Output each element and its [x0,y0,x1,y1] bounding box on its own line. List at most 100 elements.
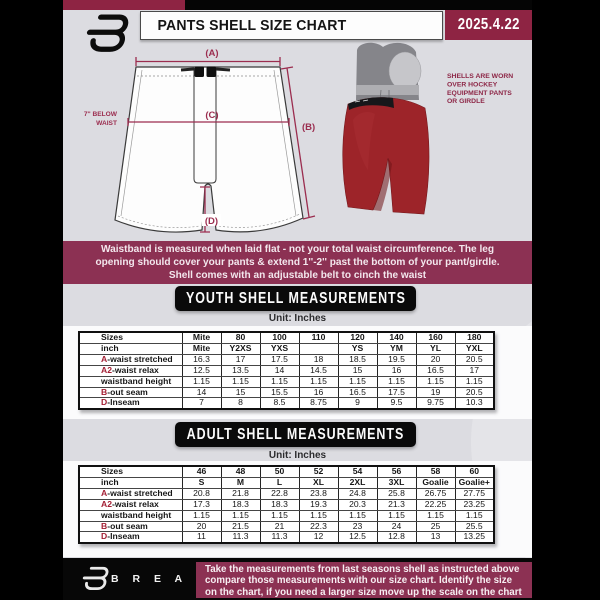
pants-belt-band [356,85,419,95]
table-cell: 14 [259,364,300,377]
table-cell: 9.75 [415,397,456,410]
youth-section-banner: YOUTH SHELL MEASUREMENTS [175,286,416,311]
table-cell: 16 [376,364,417,377]
table-cell: YXL [454,342,495,355]
table-cell: L [259,476,300,489]
youth-unit-label: Unit: Inches [268,313,327,324]
row-label-prefix: A [101,488,108,498]
measure-line-b [280,66,316,220]
shell-highlight [353,112,375,170]
table-cell: 15.5 [259,386,300,399]
table-row: A-waist stretched 16.3 17 17.5 18 18.5 19.5 20 2… [78,353,495,366]
table-row: Sizes 46 48 50 52 54 56 58 60 [78,465,495,478]
table-cell: 19.5 [376,353,417,366]
table-cell: S [181,476,222,489]
table-cell: 23.8 [298,487,339,500]
table-cell: 10.3 [454,397,495,410]
table-cell: 1.15 [220,509,261,522]
shorts-measurement-diagram: (A) (C) (B) (D) 7'' BELOW WAIST [84,42,513,233]
table-row: A2-waist relax 12.5 13.5 14 14.5 15 16 16.5 17 [78,364,495,377]
footer-note-line-1: Take the measurements from last seasons … [205,564,520,575]
table-cell: 1.15 [298,509,339,522]
table-cell: 1.15 [454,509,495,522]
header-maroon-strip [63,0,185,10]
table-row: A-waist stretched 20.8 21.8 22.8 23.8 24.8 25.… [78,487,495,500]
table-cell: 48 [220,465,261,478]
table-cell: 25.5 [454,520,495,533]
table-row: inch Mite Y2XS YXS YS YM YL YXL [78,342,495,355]
table-cell: 25.8 [376,487,417,500]
belt-strap [180,67,231,72]
row-label-cell: inch [78,476,183,489]
table-cell: 21.3 [376,498,417,511]
measure-line-c [127,118,290,126]
row-label-cell: D-Inseam [78,397,183,410]
table-cell: 20.8 [181,487,222,500]
red-shell [342,97,430,215]
left-seam-line [120,69,143,217]
table-cell: 3XL [376,476,417,489]
measure-label-c: (C) [205,110,218,121]
table-cell: 80 [220,331,261,344]
table-cell: 22.25 [415,498,456,511]
table-cell: XL [298,476,339,489]
table-cell: 16.5 [337,386,378,399]
right-seam-line [273,69,297,217]
table-row: B-out seam 20 21.5 21 22.3 23 24 25 25.5 [78,520,495,533]
table-cell: 1.15 [181,375,222,388]
measure-label-d: (D) [205,216,218,227]
youth-table-grid: Sizes Mite 80 100 110 120 140 160 180 inch Mite Y2X… [78,331,495,411]
table-cell: 110 [298,331,339,344]
table-cell: 13.25 [454,531,495,544]
table-cell: 20.5 [454,386,495,399]
footer-note-line-2: compare those measurements with our size… [205,575,513,587]
youth-section-title: YOUTH SHELL MEASUREMENTS [185,289,406,307]
table-cell: Y2XS [220,342,261,355]
shell-note-line-2: OVER HOCKEY [447,81,498,88]
shell-lace-ties [354,99,369,103]
youth-table: Sizes Mite 80 100 110 120 140 160 180 inch Mite Y2X… [78,331,495,411]
belt-buckle-left [194,66,204,77]
table-cell: 1.15 [376,375,417,388]
table-cell: 1.15 [259,375,300,388]
table-cell: 1.15 [298,375,339,388]
table-cell: 180 [454,331,495,344]
table-cell: 8.75 [298,397,339,410]
adult-section-title: ADULT SHELL MEASUREMENTS [186,425,405,443]
below-waist-label-1: 7'' BELOW [84,111,118,118]
shell-waistband [348,97,394,110]
table-cell: 50 [259,465,300,478]
table-cell: 14 [181,386,222,399]
table-cell: Goalie+ [454,476,495,489]
table-cell: 17.3 [181,498,222,511]
table-cell: YXS [259,342,300,355]
row-label-cell: waistband height [78,509,183,522]
table-cell: 20 [181,520,222,533]
table-cell: 26.75 [415,487,456,500]
table-cell: 17.5 [376,386,417,399]
table-cell: 120 [337,331,378,344]
thigh-pad [388,51,422,91]
table-cell: 17.5 [259,353,300,366]
table-cell: 20.3 [337,498,378,511]
table-cell: 19 [415,386,456,399]
row-label-cell: A-waist stretched [78,487,183,500]
table-cell: 25 [415,520,456,533]
hockey-shell-photo [342,42,430,215]
table-cell: 58 [415,465,456,478]
row-label-cell: B-out seam [78,520,183,533]
notice-line-2: opening should cover your pants & extend… [95,256,500,268]
table-cell: 9 [337,397,378,410]
table-cell: 21 [259,520,300,533]
table-cell: 160 [415,331,456,344]
header-black-strip [185,0,532,10]
breakaway-footer-logo-icon [82,566,109,591]
table-cell: 2XL [337,476,378,489]
measure-label-d-bg [202,214,221,226]
date-badge: 2025.4.22 [445,10,532,40]
belt-buckle-right [206,66,216,77]
table-row: inch S M L XL 2XL 3XL Goalie Goalie+ [78,476,495,489]
below-waist-label-2: WAIST [96,120,117,127]
table-cell: Mite [181,331,222,344]
